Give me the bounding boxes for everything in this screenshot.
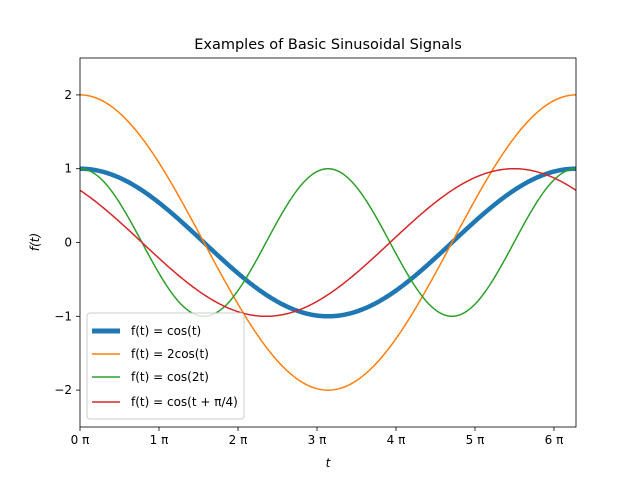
legend-entry: f(t) = cos(2t) [92, 370, 209, 384]
legend: f(t) = cos(t) f(t) = 2cos(t) f(t) = cos(… [86, 312, 245, 420]
x-tick-label: 5 π [466, 433, 485, 447]
y-axis: 2 1 0 −1 −2 [54, 88, 80, 397]
x-tick-label: 4 π [387, 433, 406, 447]
series-line [79, 167, 577, 318]
y-tick-label: 2 [64, 88, 72, 102]
x-axis: 0 π 1 π 2 π 3 π 4 π 5 π 6 π [71, 427, 564, 447]
y-tick-label: −2 [54, 383, 72, 397]
legend-entry: f(t) = 2cos(t) [92, 347, 209, 361]
y-tick-label: −1 [54, 309, 72, 323]
x-tick-label: 2 π [229, 433, 248, 447]
legend-label: f(t) = cos(2t) [131, 370, 209, 384]
legend-box [86, 312, 245, 420]
legend-entry: f(t) = cos(t + π/4) [92, 395, 238, 409]
legend-label: f(t) = 2cos(t) [131, 347, 209, 361]
x-tick-label: 0 π [71, 433, 90, 447]
series-layer [79, 94, 577, 391]
series-line [79, 94, 577, 391]
x-tick-label: 1 π [150, 433, 169, 447]
x-tick-label: 3 π [308, 433, 327, 447]
y-tick-label: 1 [64, 162, 72, 176]
legend-label: f(t) = cos(t + π/4) [131, 395, 238, 409]
chart-title: Examples of Basic Sinusoidal Signals [194, 37, 462, 53]
series-line [79, 166, 577, 319]
legend-entry: f(t) = cos(t) [92, 324, 201, 338]
y-axis-label: f(t) [28, 233, 42, 251]
x-axis-label: t [326, 456, 332, 470]
x-tick-label: 6 π [545, 433, 564, 447]
series-line [79, 167, 577, 318]
legend-label: f(t) = cos(t) [131, 324, 201, 338]
y-tick-label: 0 [64, 236, 72, 250]
